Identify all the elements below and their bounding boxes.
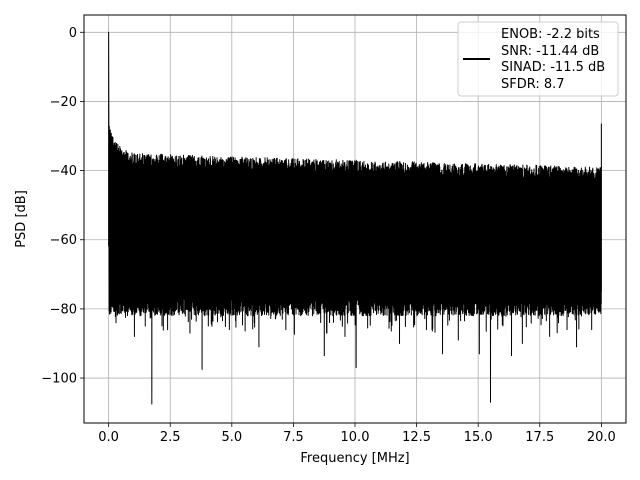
x-tick-label: 7.5 bbox=[283, 430, 304, 445]
x-tick-label: 5.0 bbox=[221, 430, 242, 445]
legend-line-snr: SNR: -11.44 dB bbox=[501, 44, 599, 59]
y-tick-label: −40 bbox=[50, 164, 77, 179]
plot-area bbox=[108, 31, 602, 405]
legend-line-enob: ENOB: -2.2 bits bbox=[501, 27, 600, 42]
legend: ENOB: -2.2 bits SNR: -11.44 dB SINAD: -1… bbox=[457, 21, 619, 97]
psd-series-line bbox=[108, 31, 602, 405]
y-tick-label: −100 bbox=[41, 372, 77, 387]
axis-ticks: 0.0 2.5 5.0 7.5 10.0 12.5 15.0 17.5 20.0 0 −20 −40 −… bbox=[41, 26, 616, 445]
legend-box bbox=[457, 21, 619, 97]
y-tick-label: −60 bbox=[50, 233, 77, 248]
y-tick-label: 0 bbox=[69, 26, 77, 41]
legend-line-sinad: SINAD: -11.5 dB bbox=[501, 60, 605, 75]
x-tick-label: 17.5 bbox=[525, 430, 554, 445]
legend-line-sfdr: SFDR: 8.7 bbox=[501, 77, 565, 92]
x-tick-label: 2.5 bbox=[160, 430, 181, 445]
x-tick-label: 15.0 bbox=[464, 430, 493, 445]
x-tick-label: 12.5 bbox=[402, 430, 431, 445]
x-tick-label: 0.0 bbox=[98, 430, 119, 445]
y-tick-label: −80 bbox=[50, 302, 77, 317]
y-axis-label: PSD [dB] bbox=[14, 190, 29, 248]
x-axis-label: Frequency [MHz] bbox=[300, 451, 409, 466]
x-tick-label: 20.0 bbox=[587, 430, 616, 445]
y-tick-label: −20 bbox=[50, 95, 77, 110]
x-tick-label: 10.0 bbox=[341, 430, 370, 445]
